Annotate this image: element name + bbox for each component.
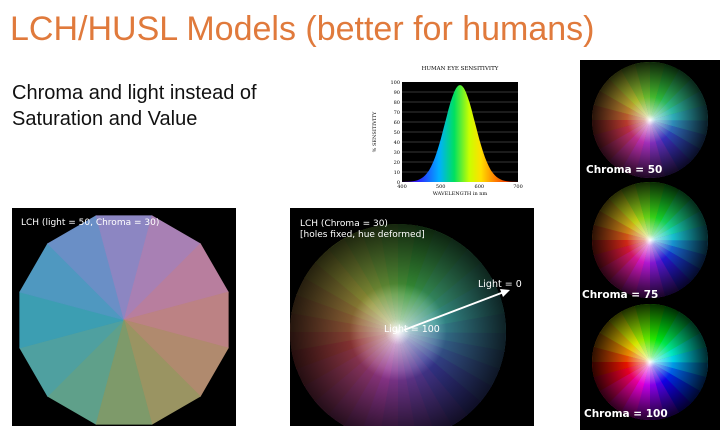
ytick-label: 40 [394,140,400,146]
eye-sensitivity-svg: HUMAN EYE SENSITIVITY 0 10 20 30 40 50 60 70 80 9… [372,66,523,197]
light-axis-arrow [403,291,505,331]
slide-subtitle: Chroma and light instead of Saturation a… [12,80,257,132]
eye-chart-xticks: 400 500 600 700 [397,184,523,190]
wheel-wedge [95,318,153,425]
eye-chart-title: HUMAN EYE SENSITIVITY [422,66,499,72]
mid-panel-label-2: [holes fixed, hue deformed] [300,230,425,240]
chroma-wheels-svg [592,62,708,420]
chroma-75-wheel [592,182,708,298]
ytick-label: 30 [394,150,400,156]
eye-chart-ylabel: % SENSITIVITY [372,111,378,152]
arrow-head [500,289,510,297]
ytick-label: 10 [394,170,400,176]
lch-dodecagon-wheel [19,215,229,425]
subtitle-line-1: Chroma and light instead of [12,82,257,104]
xtick-label: 500 [436,184,446,190]
left-panel-label: LCH (light = 50, Chroma = 30) [21,218,160,228]
ytick-label: 60 [394,120,400,126]
chroma-50-wheel [592,62,708,178]
lch-chroma-panel: LCH (Chroma = 30) [holes fixed, hue defo… [290,208,534,426]
slide-title: LCH/HUSL Models (better for humans) [10,10,595,48]
eye-sensitivity-chart: HUMAN EYE SENSITIVITY 0 10 20 30 40 50 60 70 80 9… [368,62,524,198]
chroma-wheels-panel: Chroma = 50 Chroma = 75 Chroma = 100 [580,60,720,430]
ytick-label: 20 [394,160,400,166]
ytick-label: 80 [394,100,400,106]
mid-panel-label-1: LCH (Chroma = 30) [300,219,388,229]
xtick-label: 700 [513,184,523,190]
light-100-label: Light = 100 [384,324,440,335]
light-0-label: Light = 0 [478,279,522,290]
ytick-label: 100 [390,80,400,86]
subtitle-line-2: Saturation and Value [12,108,198,130]
eye-sensitivity-curve [402,85,518,182]
chroma-100-wheel [592,304,708,420]
xtick-label: 400 [397,184,407,190]
ytick-label: 90 [394,90,400,96]
lch-fixed-light-panel: LCH (light = 50, Chroma = 30) [12,208,236,426]
eye-chart-yticks: 0 10 20 30 40 50 60 70 80 90 100 [390,80,400,186]
chroma-50-label: Chroma = 50 [586,164,663,176]
ytick-label: 0 [397,180,400,186]
ytick-label: 50 [394,130,400,136]
xtick-label: 600 [475,184,485,190]
ytick-label: 70 [394,110,400,116]
lch-chroma-wheel [290,224,510,426]
chroma-75-label: Chroma = 75 [582,289,659,301]
eye-chart-xlabel: WAVELENGTH in nm [433,191,488,197]
chroma-100-label: Chroma = 100 [584,408,668,420]
